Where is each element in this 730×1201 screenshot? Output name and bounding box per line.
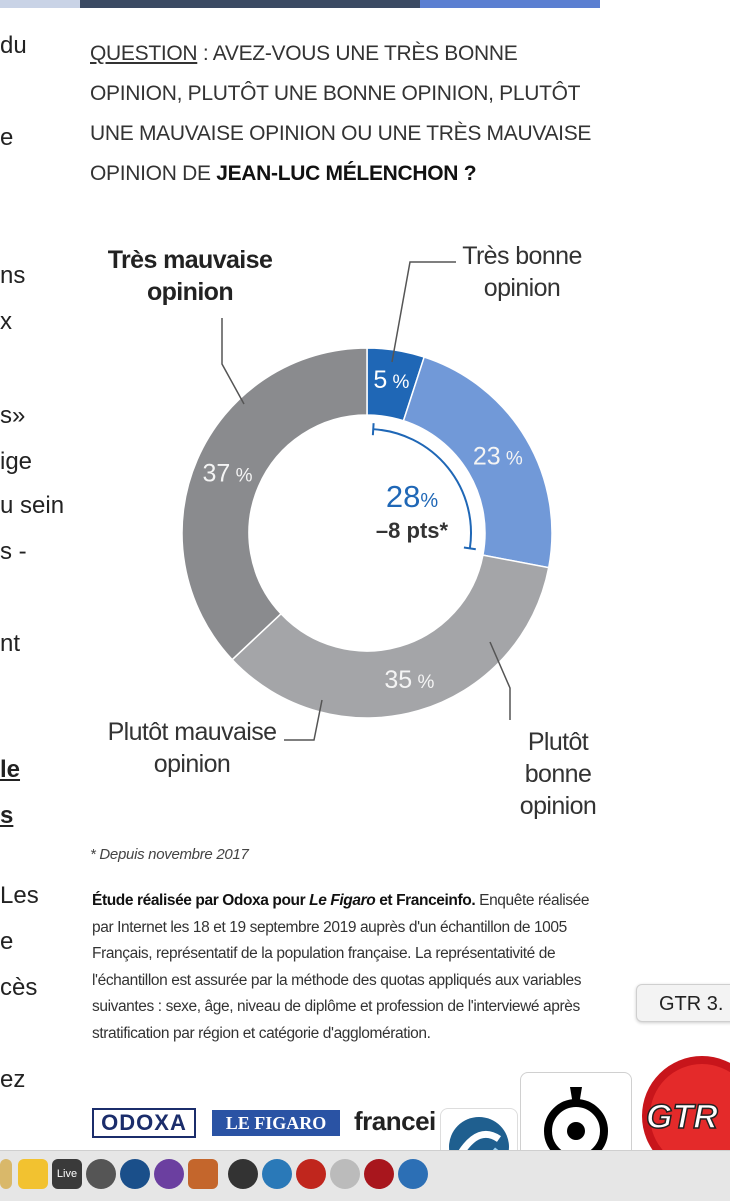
article-fragment: cès (0, 974, 38, 1001)
leader-plutot-mauvaise (284, 699, 323, 741)
franceinfo-logo: francei (354, 1106, 436, 1136)
article-fragment: nt (0, 630, 21, 657)
leader-tres-mauvaise (221, 318, 245, 405)
le-figaro-logo: LE FIGARO (212, 1110, 340, 1136)
center-number: 28 (386, 479, 420, 514)
footnote: * Depuis novembre 2017 (90, 846, 249, 863)
category-label-line: Très bonne (462, 242, 582, 270)
folder-icon[interactable] (0, 1159, 12, 1189)
category-label-line: Plutôt (527, 728, 589, 756)
leader-plutot-bonne (489, 641, 511, 720)
category-label-plutot-bonne: Plutôt bonne opinion (500, 726, 616, 822)
bracket-start-tick (371, 423, 375, 436)
slice-tres-bonne-value-label: 5 % (373, 366, 409, 394)
app-tile-gtr[interactable]: GTR (640, 1054, 730, 1176)
slice-tres-mauvaise-value-label: 37 % (203, 460, 253, 488)
article-fragment: x (0, 308, 12, 335)
methodology-partner: et Franceinfo. (375, 892, 476, 909)
methodology-text: Enquête réalisée par Internet les 18 et … (92, 892, 590, 1042)
article-fragment: ns (0, 262, 26, 289)
category-label-line: opinion (519, 792, 597, 820)
figure-app-icon[interactable] (18, 1159, 48, 1189)
opinion-donut-chart: 5 % 23 % 35 % 37 % 28% –8 pts* (181, 261, 553, 741)
article-fragment: e (0, 928, 14, 955)
slice-plutot-mauvaise (231, 554, 550, 719)
top-strip (0, 0, 600, 8)
article-fragment: ige (0, 448, 33, 475)
category-label-line: opinion (146, 278, 234, 306)
bracket-end-tick (463, 546, 476, 551)
category-label-line: Plutôt mauvaise (107, 718, 277, 746)
label-leader-lines (221, 261, 511, 741)
category-label-tres-mauvaise: Très mauvaise opinion (100, 244, 280, 308)
article-link-fragment[interactable]: le (0, 756, 21, 783)
question-text: : AVEZ-VOUS UNE TRÈS BONNE OPINION, PLUT… (90, 42, 592, 185)
category-label-line: bonne (524, 760, 592, 788)
category-label-line: opinion (483, 274, 561, 302)
article-fragment: e (0, 124, 14, 151)
slice-plutot-bonne (402, 356, 553, 569)
power-app-icon[interactable] (296, 1159, 326, 1189)
blue-target-app-icon[interactable] (398, 1159, 428, 1189)
category-label-line: opinion (153, 750, 231, 778)
left-article-column: du e ns x s» ige u sein s - nt le s Les … (0, 0, 70, 1150)
question-subject: JEAN-LUC MÉLENCHON ? (216, 162, 477, 185)
category-label-tres-bonne: Très bonne opinion (452, 240, 592, 304)
slice-tres-mauvaise (181, 347, 368, 661)
slice-plutot-bonne-value-label: 23 % (473, 443, 523, 471)
dial-app-icon[interactable] (330, 1159, 360, 1189)
center-unit: % (420, 490, 438, 512)
article-fragment: s» (0, 402, 26, 429)
live-app-icon[interactable]: Live (52, 1159, 82, 1189)
odoxa-logo: ODOXA (92, 1108, 196, 1138)
dock-tooltip: GTR 3. (636, 984, 730, 1022)
dock-bar: Live (0, 1150, 730, 1201)
article-fragment: s - (0, 538, 27, 565)
striped-app-icon[interactable] (228, 1159, 258, 1189)
leader-tres-bonne (391, 261, 456, 363)
slice-plutot-mauvaise-value-label: 35 % (384, 666, 434, 694)
category-label-plutot-mauvaise: Plutôt mauvaise opinion (92, 716, 292, 780)
swirl-app-icon[interactable] (86, 1159, 116, 1189)
category-label-line: Très mauvaise (107, 246, 273, 274)
slice-value-labels: 5 % 23 % 35 % 37 % (203, 366, 523, 694)
donut-slices (181, 347, 553, 719)
question-label: QUESTION (90, 42, 198, 65)
center-favorable-value: 28% (386, 479, 438, 514)
red-target-app-icon[interactable] (364, 1159, 394, 1189)
methodology-note: Étude réalisée par Odoxa pour Le Figaro … (92, 888, 612, 1047)
bracket-ticks (371, 423, 476, 551)
article-fragment: u sein (0, 492, 65, 519)
question-heading: QUESTION : AVEZ-VOUS UNE TRÈS BONNE OPIN… (90, 34, 610, 194)
favorable-bracket-arc (373, 428, 472, 549)
globe-app-icon[interactable] (120, 1159, 150, 1189)
center-change: –8 pts* (376, 518, 449, 543)
game-app-icon[interactable] (188, 1159, 218, 1189)
article-fragment: Les (0, 882, 39, 909)
article-fragment: du (0, 32, 27, 59)
methodology-lead: Étude réalisée par Odoxa pour (92, 892, 310, 909)
gtr-logo-icon: GTR (642, 1056, 730, 1176)
methodology-publication: Le Figaro (309, 892, 376, 909)
article-link-fragment[interactable]: s (0, 802, 14, 829)
article-fragment: ez (0, 1066, 26, 1093)
gtr-logo-text: GTR (646, 1098, 718, 1136)
music-app-icon[interactable] (154, 1159, 184, 1189)
blue-swirl-app-icon[interactable] (262, 1159, 292, 1189)
